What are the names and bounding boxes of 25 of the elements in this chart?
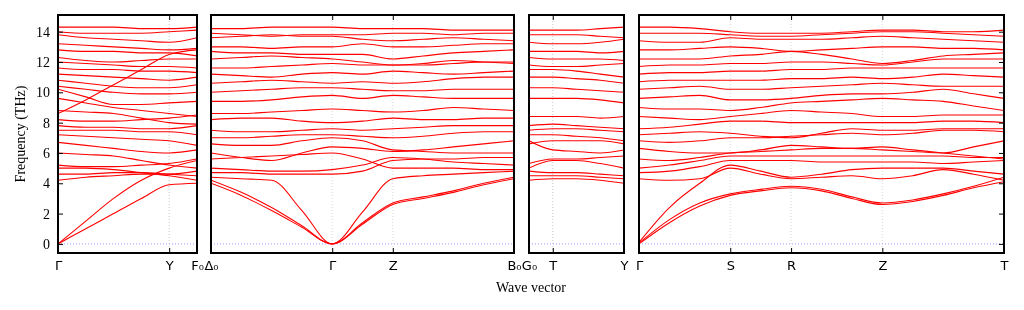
x-tick-label: Γ	[54, 258, 63, 274]
y-tick-label: 12	[36, 54, 50, 70]
y-axis-title: Frequency (THz)	[13, 85, 29, 183]
y-tick-label: 14	[36, 24, 50, 40]
y-tick-label: 2	[43, 206, 50, 222]
y-tick-label: 10	[36, 85, 50, 101]
x-tick-label: Y	[164, 258, 174, 274]
x-tick-label: Γ	[635, 258, 644, 274]
x-tick-label: B₀	[507, 258, 522, 274]
x-tick-label: Y	[619, 258, 629, 274]
x-tick-label: G₀	[521, 258, 538, 274]
x-tick-label: T	[548, 258, 558, 274]
y-tick-label: 4	[43, 176, 50, 192]
x-tick-label: Z	[878, 258, 888, 274]
x-tick-label: T	[999, 258, 1009, 274]
x-tick-label: R	[787, 258, 797, 274]
x-tick-label: Z	[388, 258, 398, 274]
y-tick-label: 0	[43, 236, 50, 252]
x-tick-label: F₀	[191, 258, 204, 274]
x-tick-label: Γ	[329, 258, 338, 274]
x-tick-label: S	[726, 258, 735, 274]
y-tick-label: 8	[43, 115, 50, 131]
x-axis-title: Wave vector	[496, 280, 567, 295]
y-tick-label: 6	[43, 145, 50, 161]
x-tick-label: Δ₀	[204, 258, 219, 274]
